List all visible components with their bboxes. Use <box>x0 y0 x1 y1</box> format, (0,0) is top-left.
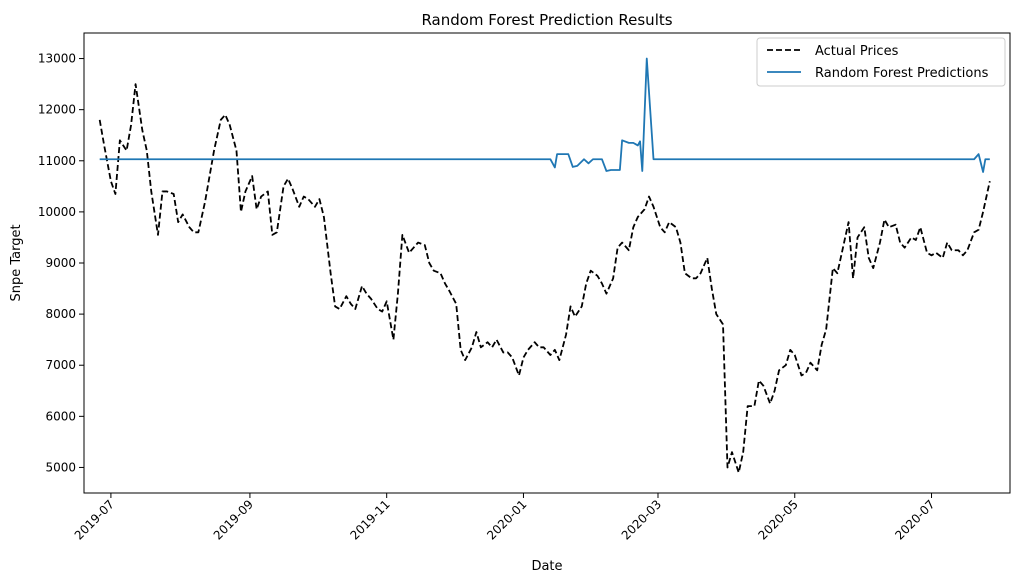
y-tick-label-5000: 5000 <box>45 460 76 474</box>
x-axis-label: Date <box>531 559 562 574</box>
legend-label-actual: Actual Prices <box>815 44 899 59</box>
legend: Actual Prices Random Forest Predictions <box>756 37 1006 87</box>
x-tick-label-2020-01: 2020-01 <box>484 497 529 542</box>
y-tick-label-10000: 10000 <box>38 205 76 219</box>
x-tick-label-2019-11: 2019-11 <box>347 497 392 542</box>
legend-box <box>756 37 1006 87</box>
y-tick-label-8000: 8000 <box>45 307 76 321</box>
x-tick-label-2020-07: 2020-07 <box>892 497 937 542</box>
plot-frame <box>83 32 1011 494</box>
y-tick-label-13000: 13000 <box>38 52 76 66</box>
legend-label-predictions: Random Forest Predictions <box>815 66 989 81</box>
y-tick-label-6000: 6000 <box>45 409 76 423</box>
x-tick-label-2019-07: 2019-07 <box>72 497 117 542</box>
y-tick-label-11000: 11000 <box>38 154 76 168</box>
series-line-actual-prices <box>98 83 991 474</box>
y-axis-label: Snpe Target <box>9 224 24 301</box>
plot-area <box>98 57 991 474</box>
x-tick-label-2020-05: 2020-05 <box>756 497 801 542</box>
x-tick-label-2019-09: 2019-09 <box>211 497 256 542</box>
y-tick-label-9000: 9000 <box>45 256 76 270</box>
series-line-random-forest-predictions <box>99 57 990 173</box>
x-tick-label-2020-03: 2020-03 <box>619 497 664 542</box>
chart-title: Random Forest Prediction Results <box>421 11 672 29</box>
y-tick-label-7000: 7000 <box>45 358 76 372</box>
y-tick-label-12000: 12000 <box>38 103 76 117</box>
